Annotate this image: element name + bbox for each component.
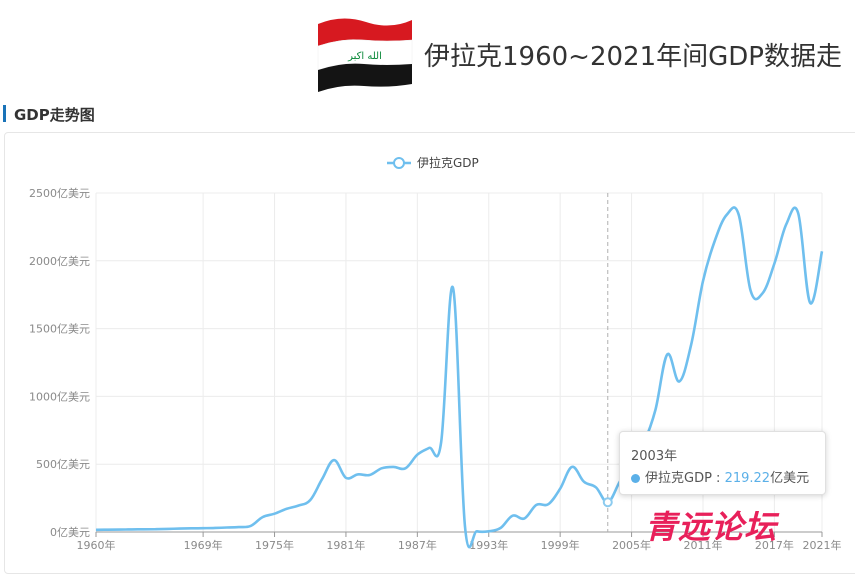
data-point-1977 bbox=[295, 503, 301, 509]
data-point-1973 bbox=[248, 523, 254, 529]
y-tick-label: 500亿美元 bbox=[36, 458, 90, 471]
data-point-1967 bbox=[176, 526, 182, 532]
x-tick-label: 2005年 bbox=[612, 538, 651, 552]
data-point-1988 bbox=[426, 445, 432, 451]
watermark-logo: 青远论坛 bbox=[645, 508, 778, 546]
data-point-1974 bbox=[260, 514, 266, 520]
data-point-1992 bbox=[474, 528, 480, 534]
y-tick-label: 1500亿美元 bbox=[29, 323, 90, 336]
y-tick-label: 0亿美元 bbox=[50, 526, 90, 539]
data-point-1960 bbox=[93, 527, 99, 533]
data-point-1997 bbox=[533, 502, 539, 508]
data-point-1966 bbox=[164, 526, 170, 532]
page-title: 伊拉克1960~2021年间GDP数据走 bbox=[424, 42, 842, 72]
data-point-1993 bbox=[486, 528, 492, 534]
series-dot-icon bbox=[631, 474, 640, 483]
legend-label: 伊拉克GDP bbox=[417, 155, 479, 170]
section-accent-bar bbox=[3, 105, 6, 122]
data-point-1980 bbox=[331, 457, 337, 463]
data-point-1991 bbox=[462, 524, 468, 530]
x-tick-label: 1975年 bbox=[255, 538, 294, 552]
data-point-1999 bbox=[557, 486, 563, 492]
data-point-1996 bbox=[521, 515, 527, 521]
x-tick-label: 1981年 bbox=[326, 538, 365, 552]
data-point-1987 bbox=[414, 452, 420, 458]
y-tick-label: 2500亿美元 bbox=[29, 187, 90, 200]
data-point-1961 bbox=[105, 527, 111, 533]
tooltip: 2003年 伊拉克GDP : 219.22亿美元 bbox=[619, 431, 826, 495]
x-tick-label: 1999年 bbox=[541, 538, 580, 552]
iraq-flag-icon: الله اكبر bbox=[317, 18, 413, 92]
data-point-1995 bbox=[510, 513, 516, 519]
data-point-2018 bbox=[783, 221, 789, 227]
tooltip-year: 2003年 bbox=[631, 449, 678, 464]
data-point-1971 bbox=[224, 525, 230, 531]
y-tick-label: 1000亿美元 bbox=[29, 390, 90, 403]
tooltip-value: 219.22 bbox=[724, 471, 771, 486]
data-point-1975 bbox=[272, 511, 278, 517]
data-point-2020 bbox=[807, 300, 813, 306]
data-point-1983 bbox=[367, 472, 373, 478]
data-point-1962 bbox=[117, 527, 123, 533]
data-point-1984 bbox=[379, 465, 385, 471]
data-point-2008 bbox=[664, 351, 670, 357]
data-point-1982 bbox=[355, 471, 361, 477]
data-point-2010 bbox=[688, 342, 694, 348]
data-point-2013 bbox=[724, 212, 730, 218]
flag-takbir: الله اكبر bbox=[347, 51, 382, 62]
data-point-2019 bbox=[795, 210, 801, 216]
data-point-1978 bbox=[307, 497, 313, 503]
data-point-2021 bbox=[819, 248, 825, 254]
data-point-1964 bbox=[141, 526, 147, 532]
data-point-1990 bbox=[450, 285, 456, 291]
x-tick-label: 2017年 bbox=[755, 538, 794, 552]
data-point-2009 bbox=[676, 378, 682, 384]
x-tick-label: 1969年 bbox=[184, 538, 223, 552]
series-points bbox=[93, 210, 825, 534]
x-tick-label: 1993年 bbox=[469, 538, 508, 552]
section-title: GDP走势图 bbox=[14, 106, 95, 124]
data-point-2017 bbox=[771, 261, 777, 267]
data-point-1994 bbox=[498, 525, 504, 531]
data-point-1985 bbox=[391, 464, 397, 470]
x-tick-label: 1987年 bbox=[398, 538, 437, 552]
data-point-1963 bbox=[129, 526, 135, 532]
data-point-2001 bbox=[581, 479, 587, 485]
legend-marker bbox=[393, 157, 405, 169]
series-line-iraq-gdp bbox=[95, 206, 824, 549]
data-point-2016 bbox=[759, 290, 765, 296]
data-point-2000 bbox=[569, 464, 575, 470]
x-axis: 1960年 1969年 1975年 1981年 1987年 1993年 1999年 2005年… bbox=[77, 531, 842, 552]
data-point-1981 bbox=[343, 475, 349, 481]
tooltip-unit: 亿美元 bbox=[770, 471, 810, 486]
data-point-1976 bbox=[283, 506, 289, 512]
data-point-2014 bbox=[736, 212, 742, 218]
data-point-2007 bbox=[652, 407, 658, 413]
data-point-2012 bbox=[712, 237, 718, 243]
data-point-1998 bbox=[545, 501, 551, 507]
data-point-1968 bbox=[188, 525, 194, 531]
legend[interactable]: 伊拉克GDP bbox=[387, 155, 479, 170]
y-tick-label: 2000亿美元 bbox=[29, 255, 90, 268]
data-point-1972 bbox=[236, 524, 242, 530]
y-axis: 0亿美元 500亿美元 1000亿美元 1500亿美元 2000亿美元 2500亿美元 bbox=[29, 187, 90, 539]
data-point-2002 bbox=[593, 484, 599, 490]
highlight-point bbox=[602, 497, 613, 508]
tooltip-series: 伊拉克GDP : bbox=[645, 471, 725, 486]
data-point-1965 bbox=[153, 526, 159, 532]
x-tick-label: 1960年 bbox=[77, 538, 116, 552]
data-point-2011 bbox=[700, 278, 706, 284]
data-point-2015 bbox=[748, 288, 754, 294]
data-point-1969 bbox=[200, 525, 206, 531]
data-point-1979 bbox=[319, 476, 325, 482]
data-point-1970 bbox=[212, 525, 218, 531]
tooltip-row: 伊拉克GDP : 219.22亿美元 bbox=[631, 467, 809, 486]
x-tick-label: 2011年 bbox=[683, 538, 722, 552]
x-tick-label: 2021年 bbox=[803, 538, 842, 552]
data-point-1986 bbox=[402, 465, 408, 471]
data-point-1989 bbox=[438, 440, 444, 446]
